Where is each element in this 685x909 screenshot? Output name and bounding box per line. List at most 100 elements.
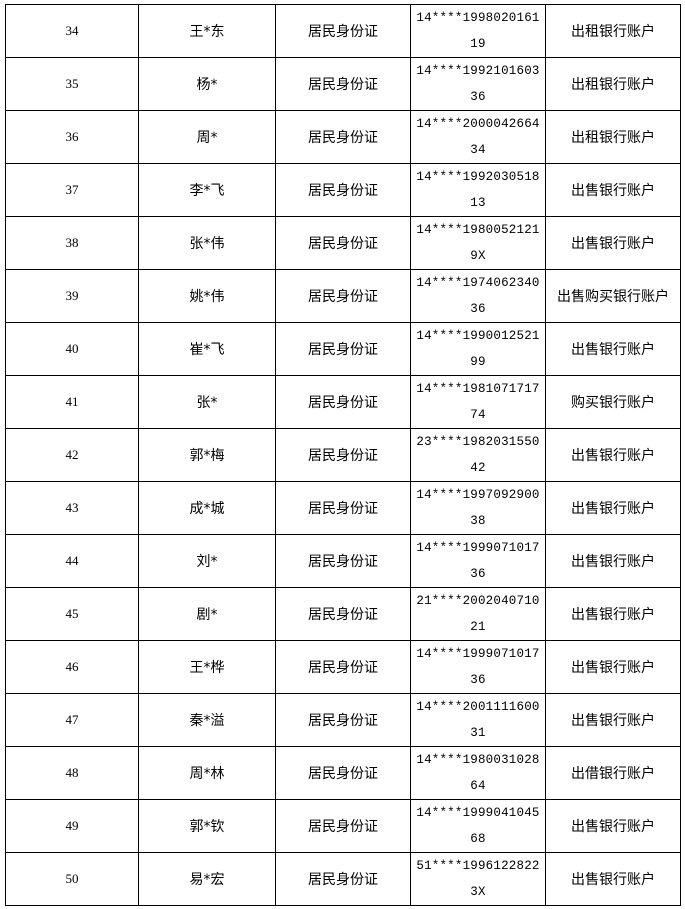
id-number-part1: 14****1974062340	[416, 276, 540, 290]
id-number-part2: 36	[470, 90, 486, 104]
person-name: 剧*	[138, 587, 276, 641]
id-number: 51****1996122822 3X	[410, 852, 546, 906]
row-number: 50	[5, 852, 139, 906]
row-number: 47	[5, 693, 139, 747]
person-name: 李*飞	[138, 163, 276, 217]
row-number: 37	[5, 163, 139, 217]
violation-type: 出售银行账户	[545, 587, 681, 641]
row-number: 43	[5, 481, 139, 535]
id-number: 14****1981071717 74	[410, 375, 546, 429]
id-number: 14****1999071017 36	[410, 534, 546, 588]
id-number-part2: 68	[470, 832, 486, 846]
person-name: 杨*	[138, 57, 276, 111]
document-type: 居民身份证	[275, 534, 411, 588]
table-row: 38 张*伟 居民身份证 14****1980052121 9X 出售银行账户	[5, 216, 681, 270]
table-row: 37 李*飞 居民身份证 14****1992030518 13 出售银行账户	[5, 163, 681, 217]
id-number-part1: 23****1982031550	[416, 435, 540, 449]
document-type: 居民身份证	[275, 428, 411, 482]
violation-type: 出售银行账户	[545, 799, 681, 853]
document-type: 居民身份证	[275, 375, 411, 429]
person-name: 王*桦	[138, 640, 276, 694]
document-type: 居民身份证	[275, 693, 411, 747]
id-number-part2: 36	[470, 673, 486, 687]
row-number: 39	[5, 269, 139, 323]
id-number-part1: 14****1999041045	[416, 806, 540, 820]
id-number-part1: 14****1999071017	[416, 647, 540, 661]
id-number-part2: 3X	[470, 885, 486, 899]
violation-type: 出售购买银行账户	[545, 269, 681, 323]
row-number: 42	[5, 428, 139, 482]
document-type: 居民身份证	[275, 216, 411, 270]
id-number-part1: 14****1997092900	[416, 488, 540, 502]
id-number-part2: 64	[470, 779, 486, 793]
id-number-part2: 21	[470, 620, 486, 634]
violation-type: 出租银行账户	[545, 110, 681, 164]
id-number-part1: 14****1999071017	[416, 541, 540, 555]
row-number: 45	[5, 587, 139, 641]
id-number: 21****2002040710 21	[410, 587, 546, 641]
document-type: 居民身份证	[275, 852, 411, 906]
id-number-part2: 42	[470, 461, 486, 475]
document-type: 居民身份证	[275, 163, 411, 217]
id-number-part2: 31	[470, 726, 486, 740]
table-row: 36 周* 居民身份证 14****2000042664 34 出租银行账户	[5, 110, 681, 164]
id-number: 14****1992101603 36	[410, 57, 546, 111]
id-number: 14****1992030518 13	[410, 163, 546, 217]
id-number: 14****1997092900 38	[410, 481, 546, 535]
document-type: 居民身份证	[275, 57, 411, 111]
person-name: 郭*钦	[138, 799, 276, 853]
document-type: 居民身份证	[275, 746, 411, 800]
row-number: 34	[5, 4, 139, 58]
id-number: 14****1998020161 19	[410, 4, 546, 58]
id-number: 14****1980052121 9X	[410, 216, 546, 270]
table-row: 41 张* 居民身份证 14****1981071717 74 购买银行账户	[5, 375, 681, 429]
id-number: 14****1980031028 64	[410, 746, 546, 800]
row-number: 48	[5, 746, 139, 800]
table-row: 35 杨* 居民身份证 14****1992101603 36 出租银行账户	[5, 57, 681, 111]
person-name: 秦*溢	[138, 693, 276, 747]
table-row: 46 王*桦 居民身份证 14****1999071017 36 出售银行账户	[5, 640, 681, 694]
violation-type: 出租银行账户	[545, 57, 681, 111]
id-number: 14****1974062340 36	[410, 269, 546, 323]
id-number: 23****1982031550 42	[410, 428, 546, 482]
id-number-part1: 14****1980052121	[416, 223, 540, 237]
row-number: 41	[5, 375, 139, 429]
id-number-part2: 36	[470, 302, 486, 316]
row-number: 49	[5, 799, 139, 853]
person-name: 张*伟	[138, 216, 276, 270]
id-number-part1: 14****2000042664	[416, 117, 540, 131]
violation-type: 出借银行账户	[545, 746, 681, 800]
violation-type: 出售银行账户	[545, 534, 681, 588]
table-row: 40 崔*飞 居民身份证 14****1990012521 99 出售银行账户	[5, 322, 681, 376]
table-row: 34 王*东 居民身份证 14****1998020161 19 出租银行账户	[5, 4, 681, 58]
violation-type: 出售银行账户	[545, 216, 681, 270]
violation-type: 出售银行账户	[545, 693, 681, 747]
id-number-part1: 14****1981071717	[416, 382, 540, 396]
id-number-part1: 14****1990012521	[416, 329, 540, 343]
id-number-part1: 21****2002040710	[416, 594, 540, 608]
document-type: 居民身份证	[275, 587, 411, 641]
id-number-part2: 38	[470, 514, 486, 528]
id-number-part1: 14****1980031028	[416, 753, 540, 767]
violation-type: 出售银行账户	[545, 322, 681, 376]
table-row: 44 刘* 居民身份证 14****1999071017 36 出售银行账户	[5, 534, 681, 588]
document-type: 居民身份证	[275, 640, 411, 694]
id-number-part2: 36	[470, 567, 486, 581]
id-number-part1: 14****1992101603	[416, 64, 540, 78]
id-number-part2: 74	[470, 408, 486, 422]
person-name: 张*	[138, 375, 276, 429]
table-row: 50 易*宏 居民身份证 51****1996122822 3X 出售银行账户	[5, 852, 681, 906]
id-number-part1: 14****1992030518	[416, 170, 540, 184]
table-row: 48 周*林 居民身份证 14****1980031028 64 出借银行账户	[5, 746, 681, 800]
document-type: 居民身份证	[275, 110, 411, 164]
id-number-part2: 99	[470, 355, 486, 369]
violation-type: 出售银行账户	[545, 481, 681, 535]
row-number: 36	[5, 110, 139, 164]
person-name: 周*林	[138, 746, 276, 800]
document-type: 居民身份证	[275, 799, 411, 853]
violation-type: 出售银行账户	[545, 640, 681, 694]
violation-type: 购买银行账户	[545, 375, 681, 429]
table-row: 47 秦*溢 居民身份证 14****2001111600 31 出售银行账户	[5, 693, 681, 747]
person-name: 成*城	[138, 481, 276, 535]
id-number: 14****2001111600 31	[410, 693, 546, 747]
